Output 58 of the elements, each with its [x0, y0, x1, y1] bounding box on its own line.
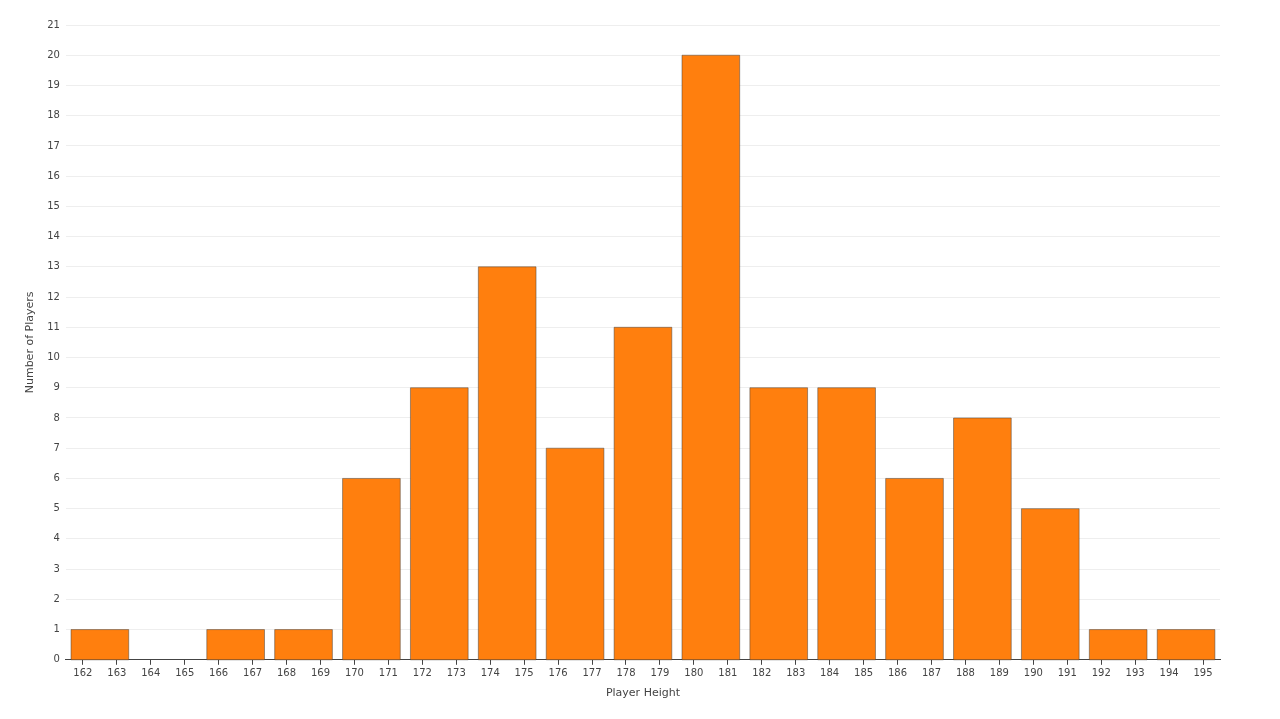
x-tick-label: 184 — [820, 667, 840, 679]
x-tick-label: 162 — [73, 667, 93, 679]
x-tick-label: 180 — [684, 667, 704, 679]
x-tick-label: 167 — [243, 667, 263, 679]
y-tick-label: 7 — [53, 441, 60, 453]
x-tick-label: 183 — [786, 667, 806, 679]
y-tick-label: 5 — [53, 502, 60, 514]
x-tick-label: 182 — [752, 667, 772, 679]
y-tick-label: 10 — [47, 351, 60, 363]
x-tick-label: 171 — [378, 667, 398, 679]
y-tick-label: 9 — [53, 381, 60, 393]
x-tick-label: 168 — [277, 667, 297, 679]
x-tick-label: 170 — [344, 667, 364, 679]
y-tick-label: 14 — [47, 230, 60, 242]
x-axis-title: Player Height — [605, 686, 681, 700]
y-tick-label: 20 — [47, 48, 60, 60]
x-tick-label: 188 — [955, 667, 975, 679]
y-tick-label: 1 — [53, 623, 60, 635]
x-tick-label: 195 — [1193, 667, 1213, 679]
y-tick-label: 18 — [47, 109, 60, 121]
x-tick-label: 186 — [887, 667, 908, 679]
x-tick-label: 175 — [514, 667, 534, 679]
y-tick-label: 19 — [47, 79, 60, 91]
x-tick-label: 190 — [1023, 667, 1043, 679]
x-tick-label: 181 — [718, 667, 738, 679]
x-tick-label: 193 — [1125, 667, 1145, 679]
x-tick-label: 163 — [107, 667, 127, 679]
x-tick-label: 185 — [854, 667, 874, 679]
x-tick-label: 178 — [616, 667, 636, 679]
y-tick-label: 15 — [47, 199, 60, 211]
x-tick-label: 164 — [141, 667, 161, 679]
y-tick-label: 12 — [47, 290, 60, 302]
x-tick-label: 192 — [1091, 667, 1111, 679]
x-tick-label: 174 — [480, 667, 500, 679]
y-axis-title: Number of Players — [23, 291, 37, 394]
x-tick-label: 179 — [650, 667, 670, 679]
y-tick-label: 4 — [53, 532, 60, 544]
y-tick-label: 3 — [53, 562, 60, 574]
x-tick-label: 191 — [1057, 667, 1077, 679]
x-tick-label: 189 — [989, 667, 1009, 679]
y-tick-label: 6 — [53, 472, 60, 484]
y-tick-label: 2 — [53, 592, 60, 604]
y-tick-label: 21 — [47, 18, 60, 30]
x-tick-label: 172 — [412, 667, 432, 679]
x-tick-label: 176 — [548, 667, 568, 679]
x-tick-label: 169 — [310, 667, 331, 679]
x-tick-label: 187 — [921, 667, 942, 679]
y-tick-label: 11 — [47, 320, 60, 332]
y-tick-label: 0 — [53, 653, 60, 665]
y-tick-label: 16 — [47, 169, 60, 181]
y-tick-label: 8 — [53, 411, 60, 423]
x-tick-label: 177 — [582, 667, 602, 679]
x-tick-label: 194 — [1159, 667, 1179, 679]
y-tick-label: 13 — [47, 260, 60, 272]
x-tick-label: 173 — [446, 667, 466, 679]
y-tick-label: 17 — [47, 139, 60, 151]
x-tick-label: 166 — [209, 667, 229, 679]
x-tick-label: 165 — [175, 667, 195, 679]
